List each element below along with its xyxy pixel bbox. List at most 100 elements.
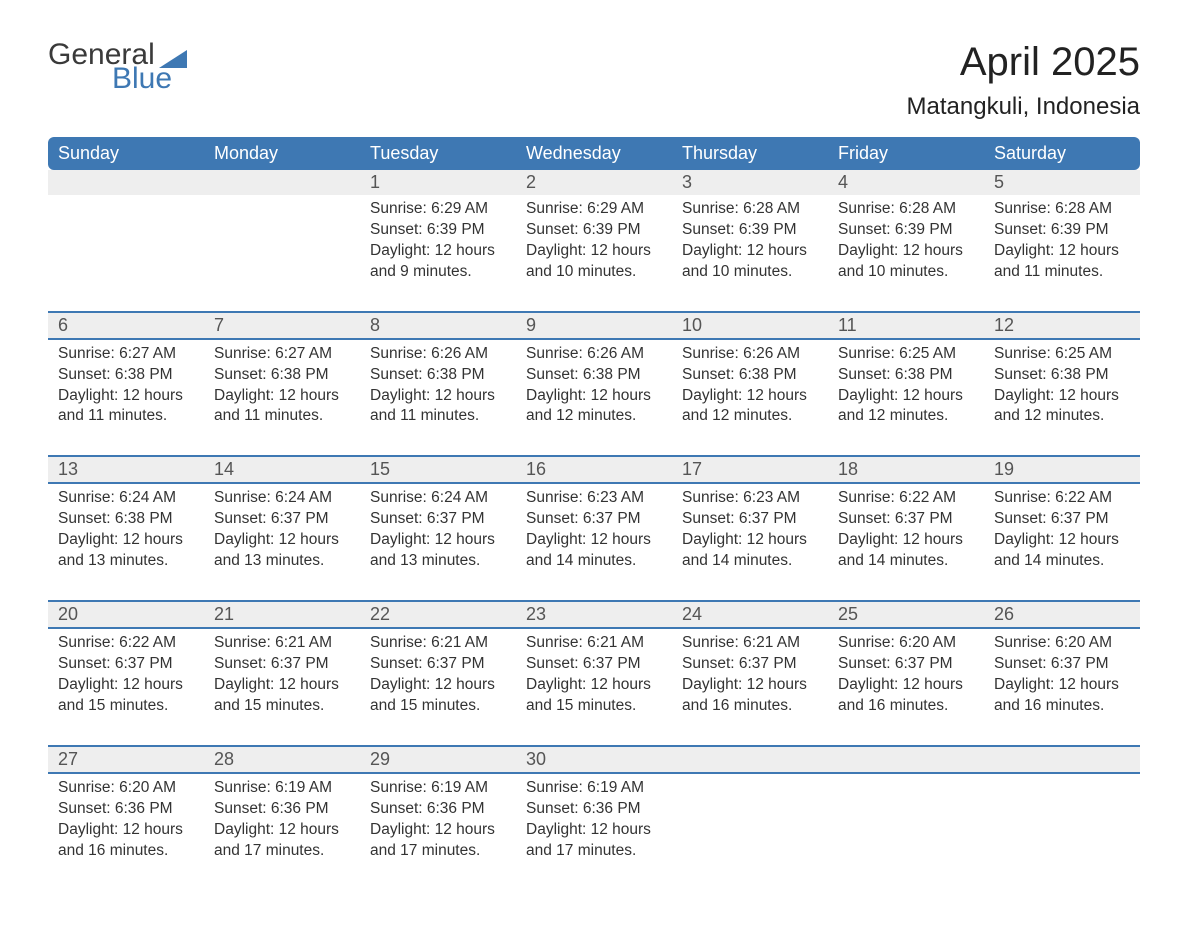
day-sunrise: Sunrise: 6:21 AM — [682, 633, 818, 654]
day-sunrise: Sunrise: 6:25 AM — [838, 344, 974, 365]
day-details — [838, 774, 974, 799]
day-sunrise: Sunrise: 6:19 AM — [214, 778, 350, 799]
day-cell: Sunrise: 6:28 AMSunset: 6:39 PMDaylight:… — [828, 195, 984, 312]
day-details: Sunrise: 6:28 AMSunset: 6:39 PMDaylight:… — [994, 195, 1130, 283]
day-details: Sunrise: 6:19 AMSunset: 6:36 PMDaylight:… — [526, 774, 662, 862]
day-daylight2: and 15 minutes. — [214, 696, 350, 717]
day-number: 26 — [994, 602, 1130, 627]
day-details: Sunrise: 6:26 AMSunset: 6:38 PMDaylight:… — [526, 340, 662, 428]
day-details — [58, 195, 194, 220]
day-number-cell — [672, 746, 828, 773]
day-cell: Sunrise: 6:21 AMSunset: 6:37 PMDaylight:… — [516, 628, 672, 746]
day-daylight2: and 15 minutes. — [370, 696, 506, 717]
day-details: Sunrise: 6:26 AMSunset: 6:38 PMDaylight:… — [370, 340, 506, 428]
day-sunrise: Sunrise: 6:22 AM — [838, 488, 974, 509]
day-number-cell: 26 — [984, 601, 1140, 628]
day-daylight1: Daylight: 12 hours — [838, 530, 974, 551]
day-sunset: Sunset: 6:39 PM — [838, 220, 974, 241]
day-sunset: Sunset: 6:37 PM — [526, 654, 662, 675]
day-details: Sunrise: 6:22 AMSunset: 6:37 PMDaylight:… — [994, 484, 1130, 572]
day-number-cell: 6 — [48, 312, 204, 339]
week-row: Sunrise: 6:29 AMSunset: 6:39 PMDaylight:… — [48, 195, 1140, 312]
day-daylight2: and 16 minutes. — [994, 696, 1130, 717]
day-number-cell: 7 — [204, 312, 360, 339]
day-number-cell — [828, 746, 984, 773]
day-sunrise: Sunrise: 6:20 AM — [994, 633, 1130, 654]
day-sunset: Sunset: 6:36 PM — [214, 799, 350, 820]
day-cell: Sunrise: 6:26 AMSunset: 6:38 PMDaylight:… — [360, 339, 516, 457]
day-daylight2: and 13 minutes. — [214, 551, 350, 572]
day-cell: Sunrise: 6:29 AMSunset: 6:39 PMDaylight:… — [516, 195, 672, 312]
day-sunset: Sunset: 6:38 PM — [994, 365, 1130, 386]
day-number-cell: 25 — [828, 601, 984, 628]
day-number-cell: 14 — [204, 456, 360, 483]
day-daylight2: and 12 minutes. — [838, 406, 974, 427]
day-number: 11 — [838, 313, 974, 338]
day-cell — [48, 195, 204, 312]
day-sunset: Sunset: 6:38 PM — [838, 365, 974, 386]
day-daylight2: and 13 minutes. — [370, 551, 506, 572]
day-cell: Sunrise: 6:27 AMSunset: 6:38 PMDaylight:… — [204, 339, 360, 457]
day-details: Sunrise: 6:21 AMSunset: 6:37 PMDaylight:… — [682, 629, 818, 717]
day-cell — [204, 195, 360, 312]
day-sunrise: Sunrise: 6:29 AM — [370, 199, 506, 220]
day-daylight1: Daylight: 12 hours — [994, 530, 1130, 551]
day-sunset: Sunset: 6:37 PM — [994, 654, 1130, 675]
day-daylight1: Daylight: 12 hours — [994, 675, 1130, 696]
day-sunrise: Sunrise: 6:23 AM — [682, 488, 818, 509]
day-sunrise: Sunrise: 6:28 AM — [994, 199, 1130, 220]
day-daylight1: Daylight: 12 hours — [214, 530, 350, 551]
day-number: 6 — [58, 313, 194, 338]
day-daylight2: and 17 minutes. — [214, 841, 350, 862]
day-daylight1: Daylight: 12 hours — [370, 675, 506, 696]
day-daylight1: Daylight: 12 hours — [214, 820, 350, 841]
day-number: 16 — [526, 457, 662, 482]
day-cell: Sunrise: 6:23 AMSunset: 6:37 PMDaylight:… — [672, 483, 828, 601]
daynum-row: 13141516171819 — [48, 456, 1140, 483]
day-daylight2: and 14 minutes. — [994, 551, 1130, 572]
day-number: 2 — [526, 170, 662, 195]
day-details: Sunrise: 6:19 AMSunset: 6:36 PMDaylight:… — [214, 774, 350, 862]
day-daylight1: Daylight: 12 hours — [370, 241, 506, 262]
day-number: 19 — [994, 457, 1130, 482]
day-sunrise: Sunrise: 6:27 AM — [58, 344, 194, 365]
day-sunrise: Sunrise: 6:26 AM — [370, 344, 506, 365]
weekday-header: Friday — [828, 137, 984, 170]
weekday-header: Monday — [204, 137, 360, 170]
day-sunrise: Sunrise: 6:20 AM — [838, 633, 974, 654]
day-details: Sunrise: 6:19 AMSunset: 6:36 PMDaylight:… — [370, 774, 506, 862]
day-number — [994, 747, 1130, 772]
day-details: Sunrise: 6:27 AMSunset: 6:38 PMDaylight:… — [58, 340, 194, 428]
day-sunset: Sunset: 6:36 PM — [526, 799, 662, 820]
weekday-header-row: Sunday Monday Tuesday Wednesday Thursday… — [48, 137, 1140, 170]
day-details: Sunrise: 6:25 AMSunset: 6:38 PMDaylight:… — [994, 340, 1130, 428]
day-number-cell: 15 — [360, 456, 516, 483]
day-number: 20 — [58, 602, 194, 627]
day-details — [214, 195, 350, 220]
day-details: Sunrise: 6:22 AMSunset: 6:37 PMDaylight:… — [58, 629, 194, 717]
day-number: 27 — [58, 747, 194, 772]
day-daylight1: Daylight: 12 hours — [526, 820, 662, 841]
day-number: 4 — [838, 170, 974, 195]
day-number-cell: 18 — [828, 456, 984, 483]
day-cell: Sunrise: 6:26 AMSunset: 6:38 PMDaylight:… — [516, 339, 672, 457]
day-daylight2: and 15 minutes. — [526, 696, 662, 717]
day-daylight2: and 17 minutes. — [526, 841, 662, 862]
day-daylight2: and 12 minutes. — [682, 406, 818, 427]
day-number-cell: 29 — [360, 746, 516, 773]
week-row: Sunrise: 6:24 AM Sunset: 6:38 PM Daylight:… — [48, 483, 1140, 601]
day-daylight1: Daylight: 12 hours — [838, 241, 974, 262]
day-number-cell: 9 — [516, 312, 672, 339]
day-number: 22 — [370, 602, 506, 627]
logo-word-blue: Blue — [112, 64, 187, 94]
day-daylight2: and 11 minutes. — [58, 406, 194, 427]
day-cell: Sunrise: 6:24 AMSunset: 6:37 PMDaylight:… — [360, 483, 516, 601]
day-daylight2: and 10 minutes. — [526, 262, 662, 283]
day-number: 13 — [58, 457, 194, 482]
location-label: Matangkuli, Indonesia — [907, 93, 1140, 121]
day-cell: Sunrise: 6:19 AMSunset: 6:36 PMDaylight:… — [204, 773, 360, 890]
day-sunset: Sunset: 6:38 PM — [58, 509, 194, 530]
day-daylight1: Daylight: 12 hours — [370, 820, 506, 841]
day-daylight2: and 10 minutes. — [838, 262, 974, 283]
day-sunrise: Sunrise: 6:24 AM — [214, 488, 350, 509]
